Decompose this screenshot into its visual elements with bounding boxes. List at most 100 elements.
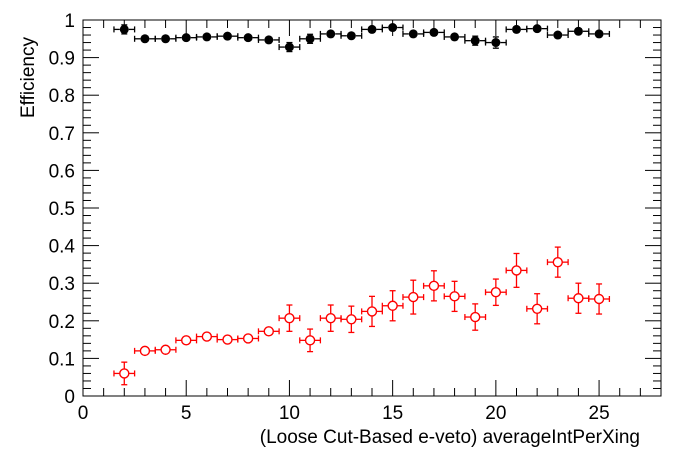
data-point-black	[195, 32, 218, 42]
marker	[243, 33, 253, 43]
y-axis-label: Efficiency	[18, 37, 39, 118]
data-point-red	[381, 290, 404, 322]
marker	[387, 300, 398, 311]
marker	[408, 29, 418, 39]
data-point-red	[278, 304, 301, 332]
marker	[181, 335, 192, 346]
data-point-black	[381, 23, 404, 33]
data-point-red	[361, 295, 383, 328]
data-point-red	[340, 305, 363, 334]
x-tick-label: 0	[78, 403, 89, 424]
data-point-black	[154, 34, 177, 44]
marker	[202, 32, 212, 42]
x-tick-label: 10	[279, 403, 300, 424]
marker	[593, 293, 605, 305]
data-point-black	[257, 35, 280, 45]
marker	[222, 334, 233, 345]
marker	[512, 24, 521, 34]
data-point-black	[567, 26, 590, 36]
data-point-red	[237, 333, 260, 344]
y-tick-label: 0.2	[49, 312, 75, 333]
marker	[449, 291, 460, 302]
data-point-black	[299, 33, 322, 44]
data-point-black	[464, 35, 487, 46]
marker	[491, 38, 501, 48]
y-tick-label: 1	[64, 11, 75, 32]
data-point-red	[443, 280, 466, 313]
marker	[490, 287, 502, 298]
marker	[573, 26, 583, 36]
y-tick-label: 0	[64, 387, 75, 408]
data-point-black	[340, 31, 363, 41]
data-point-red	[402, 279, 425, 315]
data-point-black	[133, 34, 156, 44]
x-tick-label: 15	[382, 403, 403, 424]
x-axis-label: (Loose Cut-Based e-veto) averageIntPerXi…	[260, 427, 640, 448]
marker	[531, 303, 543, 314]
data-point-red	[113, 361, 136, 386]
marker	[242, 333, 254, 344]
marker	[304, 335, 316, 346]
data-point-red	[319, 304, 342, 332]
marker	[305, 34, 315, 44]
data-point-red	[195, 331, 218, 342]
data-point-red	[175, 335, 198, 346]
data-point-black	[216, 31, 239, 41]
y-tick-label: 0.8	[49, 86, 75, 107]
data-point-black	[278, 41, 301, 53]
marker	[161, 34, 171, 44]
x-tick-label: 20	[485, 403, 506, 424]
data-point-black	[546, 30, 569, 40]
marker	[223, 31, 232, 41]
y-tick-label: 0.9	[49, 49, 75, 70]
marker	[428, 280, 440, 292]
data-point-red	[546, 246, 569, 278]
y-tick-label: 0.6	[49, 161, 75, 182]
data-point-red	[567, 282, 590, 314]
marker	[264, 35, 274, 45]
marker	[470, 36, 480, 46]
data-point-black	[113, 24, 136, 35]
marker	[325, 312, 336, 324]
y-tick-label: 0.5	[49, 199, 75, 220]
marker	[552, 256, 563, 268]
data-point-red	[526, 293, 549, 325]
marker	[367, 24, 377, 34]
data-point-black	[361, 24, 383, 34]
marker	[119, 368, 130, 379]
marker	[346, 31, 356, 41]
marker	[181, 33, 191, 43]
marker	[408, 291, 419, 303]
data-point-red	[154, 344, 177, 355]
marker	[139, 345, 151, 357]
data-point-red	[257, 326, 280, 337]
marker	[119, 24, 129, 34]
data-point-black	[505, 24, 528, 34]
y-tick-label: 0.4	[49, 237, 76, 258]
plot-frame	[82, 19, 662, 397]
marker	[429, 27, 439, 37]
marker	[470, 311, 481, 323]
marker	[140, 34, 150, 44]
data-point-red	[505, 252, 528, 288]
data-point-black	[484, 36, 507, 49]
y-tick-label: 0.3	[49, 274, 75, 295]
marker	[532, 24, 542, 34]
marker	[160, 344, 171, 355]
marker	[594, 29, 604, 39]
data-point-black	[237, 33, 260, 43]
marker	[201, 331, 213, 342]
marker	[388, 23, 398, 33]
data-point-red	[299, 328, 322, 353]
marker	[284, 42, 294, 52]
marker	[450, 32, 460, 42]
data-point-red	[216, 334, 239, 345]
data-point-black	[526, 24, 549, 34]
marker	[366, 306, 378, 317]
data-point-black	[319, 29, 342, 39]
marker	[346, 314, 357, 325]
marker	[326, 29, 336, 39]
marker	[573, 293, 584, 304]
marker	[284, 312, 295, 324]
